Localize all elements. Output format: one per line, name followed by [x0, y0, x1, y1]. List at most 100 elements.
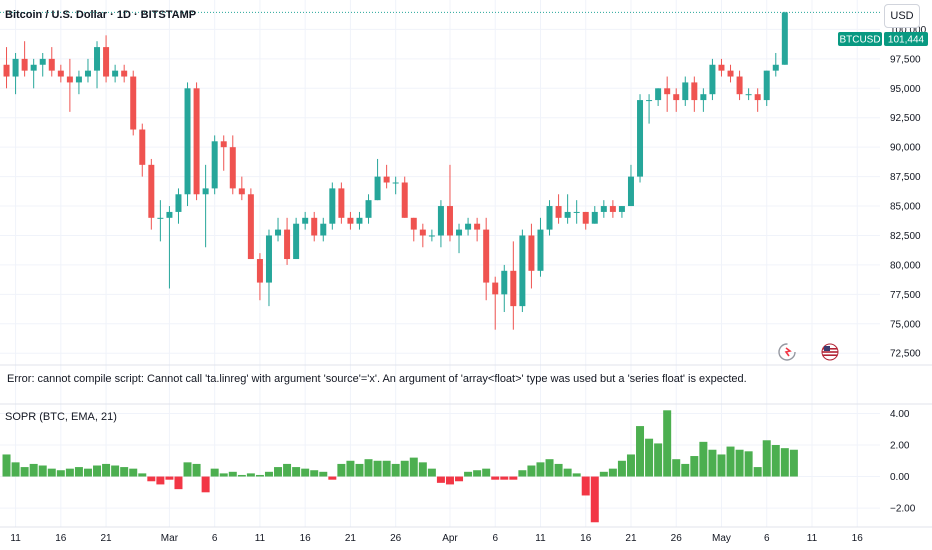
sopr-bar — [292, 467, 301, 477]
sopr-bar — [545, 459, 554, 477]
sopr-bar — [563, 468, 572, 477]
sopr-bar — [210, 468, 219, 477]
candle-body — [356, 217, 363, 224]
candle-body — [401, 182, 408, 218]
sopr-bar — [382, 460, 391, 477]
sopr-bar — [283, 463, 292, 477]
price-tick-label: 82,500 — [890, 231, 921, 242]
candle-body — [727, 70, 734, 77]
sopr-bar — [735, 449, 744, 477]
time-tick-label: Mar — [161, 533, 179, 544]
time-tick-label: 6 — [492, 533, 498, 544]
sopr-bar — [473, 470, 482, 477]
sopr-bar — [255, 474, 264, 477]
price-axis[interactable]: 100,000 97,500 95,000 92,500 90,000 87,500 85,… — [890, 25, 927, 360]
candle-body — [637, 100, 644, 177]
candle-body — [582, 211, 589, 224]
sopr-tick-label: −2.00 — [890, 504, 916, 515]
candle-body — [112, 70, 119, 77]
candle-body — [528, 235, 535, 271]
sopr-bar — [264, 471, 273, 477]
us-flag-icon[interactable] — [821, 343, 839, 361]
sopr-bar — [536, 462, 545, 477]
sopr-bar — [29, 463, 38, 477]
sopr-bar — [527, 465, 536, 477]
sopr-bar — [400, 460, 409, 477]
sopr-bar — [237, 474, 246, 477]
candle-body — [736, 76, 743, 95]
candle-body — [94, 47, 101, 71]
candle-body — [193, 88, 200, 195]
candle-body — [655, 88, 662, 101]
time-tick-label: 16 — [55, 533, 67, 544]
price-tick-label: 77,500 — [890, 290, 921, 301]
candle-body — [474, 223, 481, 230]
candle-body — [564, 211, 571, 218]
candle-body — [691, 82, 698, 101]
price-tag-symbol: BTCUSD — [839, 35, 880, 46]
sopr-bar — [20, 467, 29, 477]
sopr-bar — [455, 476, 464, 482]
price-tick-label: 95,000 — [890, 84, 921, 95]
candle-body — [754, 94, 761, 101]
sopr-axis[interactable]: 4.00 2.00 0.00 −2.00 — [890, 409, 916, 515]
candle-body — [3, 64, 10, 77]
sopr-bar — [518, 470, 527, 477]
candle-body — [30, 64, 37, 71]
time-tick-label: 16 — [300, 533, 312, 544]
price-tick-label: 80,000 — [890, 260, 921, 271]
sopr-bar — [464, 471, 473, 477]
script-error-message: Error: cannot compile script: Cannot cal… — [7, 373, 747, 385]
candle-body — [600, 206, 607, 212]
time-tick-label: 11 — [255, 533, 266, 544]
sopr-bar — [373, 460, 382, 477]
time-tick-label: 26 — [671, 533, 683, 544]
sopr-bar — [201, 476, 210, 493]
candle-body — [673, 94, 680, 101]
sopr-bar — [183, 462, 192, 477]
sopr-bar — [219, 473, 228, 477]
price-tick-label: 90,000 — [890, 143, 921, 154]
sopr-bar — [663, 410, 672, 477]
sopr-bar — [509, 476, 518, 480]
candle-body — [591, 211, 598, 224]
sopr-bar — [147, 476, 156, 482]
sopr-bar — [744, 451, 753, 477]
replay-icon[interactable] — [778, 343, 796, 361]
candle-body — [664, 88, 671, 95]
candle-body — [130, 76, 137, 130]
sopr-bar — [391, 463, 400, 477]
candle-body — [763, 70, 770, 101]
candle-body — [139, 129, 146, 165]
candle-body — [229, 147, 236, 189]
price-tick-label: 92,500 — [890, 113, 921, 124]
time-axis[interactable]: 11 16 21 Mar 6 11 16 21 26 Apr 6 11 16 21 26 May 6 11 16 — [10, 533, 863, 544]
price-tick-label: 97,500 — [890, 54, 921, 65]
candle-body — [12, 58, 19, 77]
sopr-bar — [590, 476, 599, 523]
candle-body — [166, 211, 173, 218]
sopr-bar — [436, 476, 445, 483]
sopr-bar — [129, 468, 138, 477]
candle-body — [157, 217, 164, 219]
currency-button[interactable]: USD — [884, 4, 920, 28]
candle-body — [311, 217, 318, 236]
sopr-bar — [617, 460, 626, 477]
candle-body — [365, 200, 372, 218]
candle-body — [84, 70, 91, 77]
sopr-bar — [65, 468, 74, 477]
candle-body — [718, 64, 725, 71]
candles — [3, 11, 788, 330]
sopr-bar — [337, 463, 346, 477]
sopr-bar — [762, 440, 771, 477]
candle-body — [374, 176, 381, 201]
candle-body — [700, 94, 707, 101]
sopr-indicator-title[interactable]: SOPR (BTC, EMA, 21) — [5, 411, 117, 423]
sopr-bar — [138, 473, 147, 477]
sopr-bar — [699, 441, 708, 477]
sopr-bar — [726, 446, 735, 477]
sopr-bar — [56, 470, 65, 477]
candle-body — [320, 223, 327, 236]
candle-body — [627, 176, 634, 207]
